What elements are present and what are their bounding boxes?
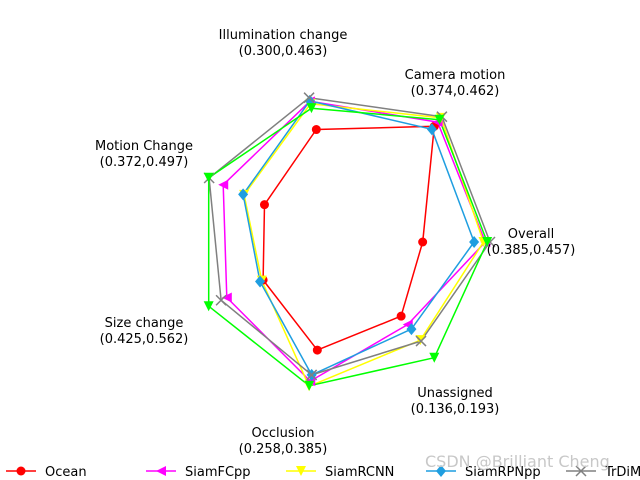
legend-marker-siamfcpp <box>156 466 166 476</box>
axis-label-layer: Overall(0.385,0.457) Camera motion(0.374,… <box>95 28 575 457</box>
data-point-unnamed-5-2 <box>306 103 317 114</box>
legend: Ocean SiamFCpp SiamRCNN SiamRPNpp TrDiMP <box>6 465 640 480</box>
data-point-siamfcpp-3 <box>218 179 229 190</box>
series-line-siamfcpp <box>222 100 487 382</box>
axis-label-3: Motion Change <box>95 139 193 154</box>
marker-layer <box>203 92 496 392</box>
axis-range-1: (0.374,0.462) <box>411 84 500 99</box>
legend-marker-trdimp <box>575 465 587 477</box>
data-point-trdimp-4 <box>215 294 227 306</box>
legend-label-siamfcpp: SiamFCpp <box>185 465 251 480</box>
data-point-siamrpnpp-6 <box>406 323 417 336</box>
series-layer <box>207 96 491 388</box>
legend-label-siamrcnn: SiamRCNN <box>325 465 394 480</box>
data-point-trdimp-2 <box>303 92 315 104</box>
data-point-unnamed-5-4 <box>203 301 214 312</box>
data-point-siamrpnpp-0 <box>469 236 480 248</box>
legend-label-trdimp: TrDiMP <box>604 465 640 480</box>
legend-marker-siamrcnn <box>296 466 306 476</box>
axis-label-6: Unassigned <box>417 386 493 401</box>
data-point-trdimp-6 <box>415 335 427 347</box>
series-line-unnamed-5 <box>207 107 488 387</box>
axis-range-4: (0.425,0.562) <box>100 332 189 347</box>
data-point-ocean-0 <box>418 237 428 247</box>
series-line-ocean <box>262 125 436 351</box>
data-point-trdimp-5 <box>306 369 318 381</box>
axis-range-2: (0.300,0.463) <box>239 44 328 59</box>
legend-marker-siamrpnpp <box>436 465 446 477</box>
axis-range-6: (0.136,0.193) <box>411 402 500 417</box>
axis-label-2: Illumination change <box>219 28 348 43</box>
axis-label-0: Overall <box>508 227 554 242</box>
data-point-unnamed-5-5 <box>304 380 315 391</box>
data-point-siamrpnpp-3 <box>238 188 249 201</box>
data-point-unnamed-5-3 <box>203 172 214 183</box>
data-point-siamrpnpp-4 <box>255 275 266 288</box>
data-point-ocean-6 <box>396 311 406 321</box>
data-point-ocean-5 <box>312 345 322 355</box>
data-point-unnamed-5-1 <box>434 114 445 125</box>
data-point-siamfcpp-4 <box>221 292 232 303</box>
data-point-siamrpnpp-1 <box>426 123 437 136</box>
data-point-ocean-2 <box>311 125 321 135</box>
data-point-unnamed-5-6 <box>429 352 440 363</box>
data-point-ocean-3 <box>259 200 269 210</box>
axis-label-1: Camera motion <box>405 68 506 83</box>
data-point-unnamed-5-0 <box>482 237 493 247</box>
axis-range-0: (0.385,0.457) <box>487 243 576 258</box>
axis-label-5: Occlusion <box>252 426 315 441</box>
legend-label-siamrpnpp: SiamRPNpp <box>465 465 541 480</box>
series-line-siamrcnn <box>243 103 485 388</box>
legend-marker-ocean <box>16 466 26 476</box>
axis-range-3: (0.372,0.497) <box>100 155 189 170</box>
legend-label-ocean: Ocean <box>45 465 87 480</box>
axis-label-4: Size change <box>105 316 184 331</box>
series-line-trdimp <box>208 96 491 376</box>
series-line-siamrpnpp <box>242 100 475 376</box>
axis-range-5: (0.258,0.385) <box>239 442 328 457</box>
watermark-text: CSDN @Brilliant Cheng <box>425 452 610 471</box>
